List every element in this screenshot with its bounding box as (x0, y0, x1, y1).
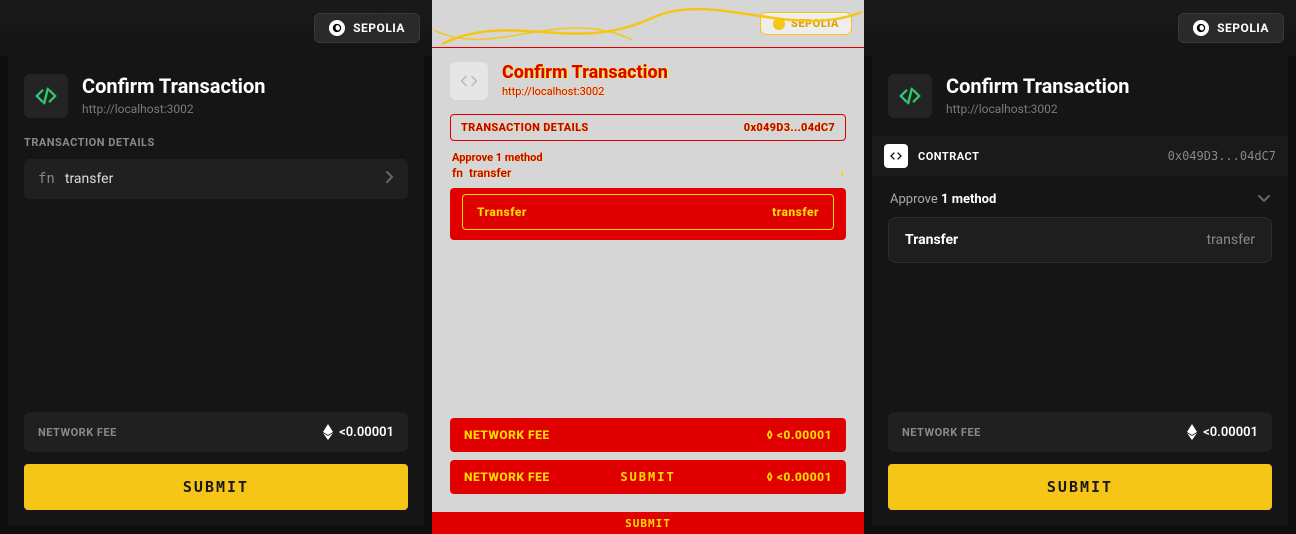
contract-label: CONTRACT (918, 150, 979, 163)
fn-keyword: fn (452, 166, 463, 180)
ethereum-icon (323, 424, 333, 440)
fee-label: NETWORK FEE (902, 426, 981, 439)
chevron-right-icon (386, 171, 394, 187)
network-icon (1193, 20, 1209, 36)
panel-confirm-tx-simple: SEPOLIA Confirm Transaction http://local… (0, 0, 432, 534)
network-fee-row-dup: NETWORK FEE SUBMIT ◊ <0.00001 (450, 460, 846, 494)
contract-address: 0x049D3...04dC7 (744, 121, 835, 134)
fee-label: NETWORK FEE (38, 426, 117, 439)
fee-value: <0.00001 (1187, 424, 1258, 440)
page-title: Confirm Transaction (502, 62, 668, 83)
topbar: SEPOLIA (864, 0, 1296, 56)
network-icon (329, 20, 345, 36)
network-selector[interactable]: SEPOLIA (314, 13, 420, 43)
panel-body: Confirm Transaction http://localhost:300… (872, 56, 1288, 526)
network-icon (773, 18, 785, 30)
approve-text: Approve 1 method (890, 192, 996, 207)
approve-row[interactable]: Approve 1 method (888, 188, 1272, 217)
contract-icon (884, 144, 908, 168)
method-row: Transfer transfer (462, 194, 834, 230)
network-label: SEPOLIA (353, 21, 405, 35)
method-name: Transfer (905, 232, 958, 248)
submit-button[interactable]: SUBMIT (432, 512, 864, 534)
chevron-down-icon (1258, 192, 1270, 207)
contract-address: 0x049D3...04dC7 (1168, 149, 1276, 163)
function-row[interactable]: fn transfer › (450, 166, 846, 180)
function-row[interactable]: fn transfer (24, 159, 408, 199)
origin-url: http://localhost:3002 (946, 102, 1129, 116)
fee-label: NETWORK FEE (464, 470, 550, 484)
fn-keyword: fn (38, 171, 55, 187)
code-icon (24, 74, 68, 118)
origin-url: http://localhost:3002 (502, 85, 668, 98)
method-block: Transfer transfer (450, 188, 846, 240)
fee-value: ◊ <0.00001 (767, 428, 832, 442)
ethereum-icon (1187, 424, 1197, 440)
method-fn: transfer (1207, 232, 1256, 248)
network-selector[interactable]: SEPOLIA (1178, 13, 1284, 43)
page-title: Confirm Transaction (946, 74, 1129, 98)
method-card: Transfer transfer (888, 217, 1272, 263)
section-label: TRANSACTION DETAILS (24, 136, 408, 149)
network-fee-row: NETWORK FEE <0.00001 (24, 412, 408, 452)
contract-strip: CONTRACT 0x049D3...04dC7 (872, 136, 1288, 176)
method-name: Transfer (477, 205, 527, 219)
fn-name: transfer (469, 166, 511, 180)
fee-value: ◊ <0.00001 (767, 470, 832, 484)
header: Confirm Transaction http://localhost:300… (888, 74, 1272, 118)
network-label: SEPOLIA (791, 17, 839, 30)
header: Confirm Transaction http://localhost:300… (450, 62, 846, 100)
fee-value: <0.00001 (323, 424, 394, 440)
details-strip: TRANSACTION DETAILS 0x049D3...04dC7 (450, 114, 846, 141)
header: Confirm Transaction http://localhost:300… (24, 74, 408, 118)
code-icon (888, 74, 932, 118)
topbar: SEPOLIA (432, 0, 864, 48)
panel-confirm-tx-contract: SEPOLIA Confirm Transaction http://local… (864, 0, 1296, 534)
panel-body: Confirm Transaction http://localhost:300… (432, 48, 864, 534)
network-selector[interactable]: SEPOLIA (760, 12, 852, 35)
method-fn: transfer (772, 205, 819, 219)
network-fee-row: NETWORK FEE <0.00001 (888, 412, 1272, 452)
approve-label: Approve 1 method (452, 151, 846, 164)
code-icon (450, 62, 488, 100)
submit-button[interactable]: SUBMIT (24, 464, 408, 510)
strip-label: TRANSACTION DETAILS (461, 121, 589, 134)
network-fee-row: NETWORK FEE ◊ <0.00001 (450, 418, 846, 452)
fn-name: transfer (65, 171, 114, 187)
panel-body: Confirm Transaction http://localhost:300… (8, 56, 424, 526)
submit-button[interactable]: SUBMIT (888, 464, 1272, 510)
submit-overlay-text: SUBMIT (620, 470, 675, 484)
page-title: Confirm Transaction (82, 74, 265, 98)
chevron-right-icon: › (840, 166, 844, 180)
topbar: SEPOLIA (0, 0, 432, 56)
fee-label: NETWORK FEE (464, 428, 550, 442)
network-label: SEPOLIA (1217, 21, 1269, 35)
origin-url: http://localhost:3002 (82, 102, 265, 116)
panel-confirm-tx-glitch: SEPOLIA Confirm Transaction http://local… (432, 0, 864, 534)
